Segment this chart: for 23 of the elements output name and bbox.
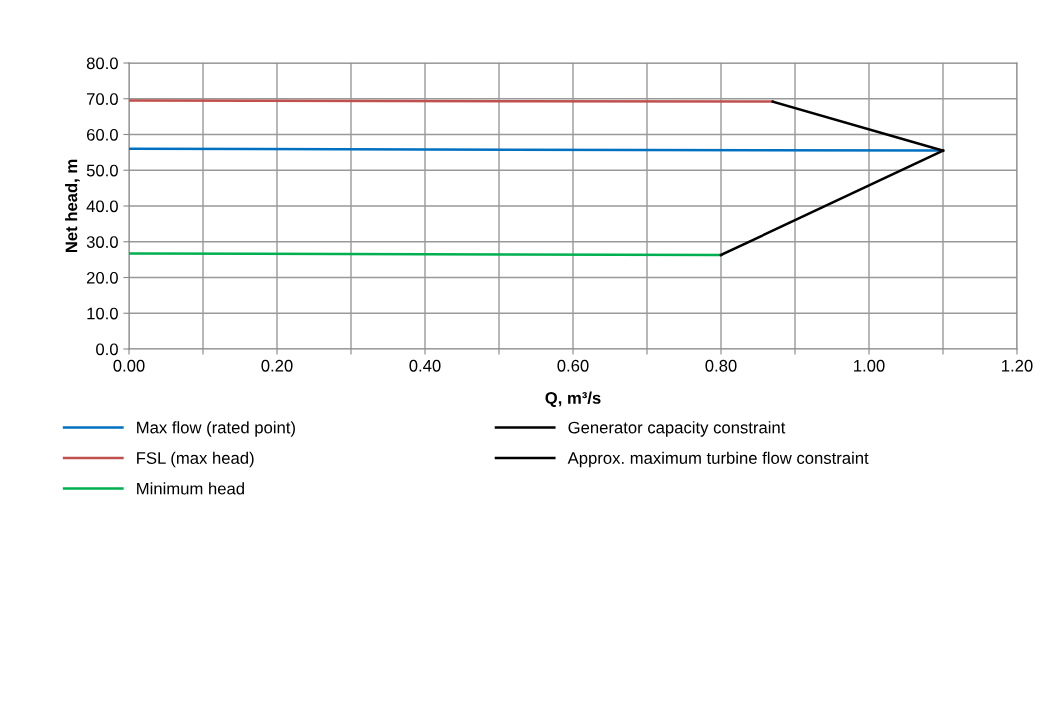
legend-label: Minimum head [137, 482, 244, 495]
legend-label: Generator capacity constraint [568, 421, 786, 437]
y-axis-title: Net head, m [65, 159, 80, 253]
y-tick-label: 20.0 [86, 271, 118, 284]
y-tick-label: 80.0 [86, 57, 118, 70]
x-tick-label: 0.20 [261, 359, 293, 372]
legend-label: Max flow (rated point) [137, 421, 295, 437]
x-tick-label: 0.60 [557, 359, 589, 372]
x-tick-label: 1.20 [1002, 359, 1033, 372]
y-tick-label: 30.0 [86, 236, 118, 248]
y-tick-label: 70.0 [87, 93, 118, 105]
x-tick-label: 0.80 [705, 359, 737, 372]
y-tick-label: 40.0 [86, 200, 118, 213]
x-tick-label: 1.00 [854, 359, 885, 372]
y-tick-label: 60.0 [86, 128, 118, 141]
legend-label: Approx. maximum turbine flow constraint [567, 451, 869, 468]
y-tick-label: 50.0 [86, 164, 118, 177]
x-tick-label: 0.00 [113, 359, 145, 372]
legend-label: FSL (max head) [137, 451, 254, 468]
y-tick-label: 10.0 [87, 307, 118, 320]
y-tick-label: 0.0 [96, 343, 118, 356]
x-axis-title: Q, m³/s [545, 391, 601, 407]
x-tick-label: 0.40 [409, 359, 441, 372]
